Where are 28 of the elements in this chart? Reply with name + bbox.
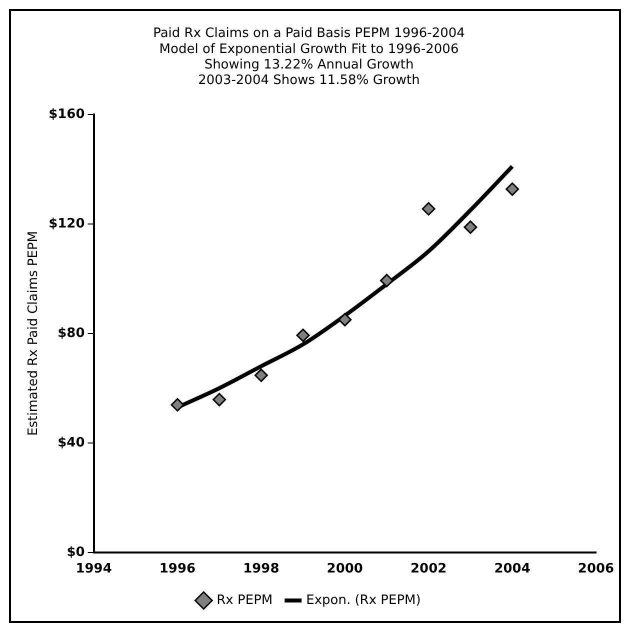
point [338,312,352,326]
y-tick-label: $40 [58,435,85,450]
x-tick-label: 1996 [159,562,196,577]
y-tick-label: $120 [48,216,85,232]
x-tick-label: 1998 [243,562,280,577]
x-tick-label: 2006 [578,562,614,577]
x-tick-label: 2004 [494,562,530,577]
legend-label: Rx PEPM [216,592,273,608]
y-axis-title: Estimated Rx Paid Claims PEPM [26,230,42,436]
x-tick-label: 2002 [410,562,447,577]
legend-label: Expon. (Rx PEPM) [306,592,421,608]
y-tick-label: $160 [48,106,85,122]
point [296,328,310,342]
point [254,368,268,382]
x-tick-label: 1994 [76,562,112,577]
x-tick-label: 2000 [326,562,363,577]
point [170,398,184,412]
point [212,392,226,406]
point [422,202,436,216]
point [380,274,394,288]
y-tick-label: $0 [66,544,85,560]
text: Paid Rx Claims on a Paid Basis PEPM 1996-2004 [153,26,465,42]
point [464,220,478,234]
point [506,182,520,196]
text: Model of Exponential Growth Fit to 1996-2006 [159,42,459,57]
y-tick-label: $80 [58,326,85,341]
text: Showing 13.22% Annual Growth [204,57,414,72]
text: 2003-2004 Shows 11.58% Growth [198,72,420,88]
